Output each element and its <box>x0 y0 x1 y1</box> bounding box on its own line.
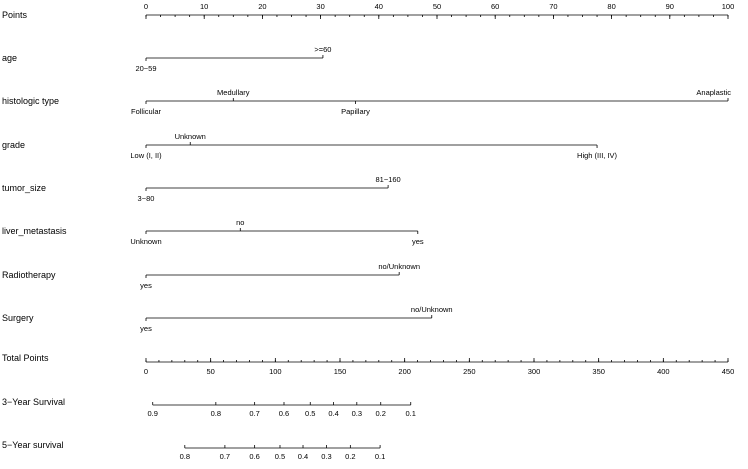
total-tick-label: 150 <box>334 367 347 376</box>
row-label: Surgery <box>2 313 34 323</box>
points-tick-label: 20 <box>258 2 266 11</box>
row-label: histologic type <box>2 96 59 106</box>
survival-tick-label: 0.3 <box>352 409 362 418</box>
row-label: age <box>2 53 17 63</box>
row-label: tumor_size <box>2 183 46 193</box>
row-label: grade <box>2 140 25 150</box>
points-tick-label: 0 <box>144 2 148 11</box>
level-label: Low (I, II) <box>130 151 162 160</box>
survival-tick-label: 0.8 <box>211 409 221 418</box>
row-label: 5−Year survival <box>2 440 63 450</box>
survival-tick-label: 0.3 <box>321 452 331 461</box>
points-tick-label: 70 <box>549 2 557 11</box>
survival-tick-label: 0.4 <box>328 409 338 418</box>
level-label: yes <box>140 324 152 333</box>
total-tick-label: 250 <box>463 367 476 376</box>
total-tick-label: 300 <box>528 367 541 376</box>
row-label: Total Points <box>2 353 49 363</box>
total-tick-label: 350 <box>592 367 605 376</box>
survival-tick-label: 0.7 <box>249 409 259 418</box>
points-tick-label: 40 <box>375 2 383 11</box>
row-label: Points <box>2 10 28 20</box>
points-tick-label: 50 <box>433 2 441 11</box>
row-label: liver_metastasis <box>2 226 67 236</box>
survival-tick-label: 0.6 <box>279 409 289 418</box>
level-label: >=60 <box>314 45 331 54</box>
survival-tick-label: 0.1 <box>406 409 416 418</box>
level-label: Anaplastic <box>696 88 731 97</box>
survival-tick-label: 0.9 <box>148 409 158 418</box>
level-label: yes <box>140 281 152 290</box>
row-label: Radiotherapy <box>2 270 56 280</box>
total-tick-label: 50 <box>206 367 214 376</box>
points-tick-label: 30 <box>316 2 324 11</box>
points-tick-label: 90 <box>666 2 674 11</box>
survival-tick-label: 0.2 <box>345 452 355 461</box>
total-tick-label: 400 <box>657 367 670 376</box>
level-label: no/Unknown <box>378 262 420 271</box>
level-label: High (III, IV) <box>577 151 618 160</box>
points-tick-label: 60 <box>491 2 499 11</box>
points-tick-label: 100 <box>722 2 735 11</box>
level-label: Unknown <box>130 237 161 246</box>
level-label: yes <box>412 237 424 246</box>
survival-tick-label: 0.8 <box>180 452 190 461</box>
level-label: Medullary <box>217 88 250 97</box>
level-label: Unknown <box>175 132 206 141</box>
level-label: Papillary <box>341 107 370 116</box>
points-tick-label: 80 <box>607 2 615 11</box>
total-tick-label: 0 <box>144 367 148 376</box>
level-label: 3−80 <box>138 194 155 203</box>
total-tick-label: 450 <box>722 367 735 376</box>
survival-tick-label: 0.5 <box>275 452 285 461</box>
level-label: 81−160 <box>375 175 400 184</box>
row-label: 3−Year Survival <box>2 397 65 407</box>
level-label: no/Unknown <box>411 305 453 314</box>
survival-tick-label: 0.7 <box>220 452 230 461</box>
level-label: no <box>236 218 244 227</box>
total-tick-label: 100 <box>269 367 282 376</box>
survival-tick-label: 0.5 <box>305 409 315 418</box>
survival-tick-label: 0.6 <box>249 452 259 461</box>
points-tick-label: 10 <box>200 2 208 11</box>
survival-tick-label: 0.4 <box>298 452 308 461</box>
total-tick-label: 200 <box>398 367 411 376</box>
survival-tick-label: 0.1 <box>375 452 385 461</box>
level-label: 20−59 <box>135 64 156 73</box>
survival-tick-label: 0.2 <box>376 409 386 418</box>
level-label: Follicular <box>131 107 162 116</box>
